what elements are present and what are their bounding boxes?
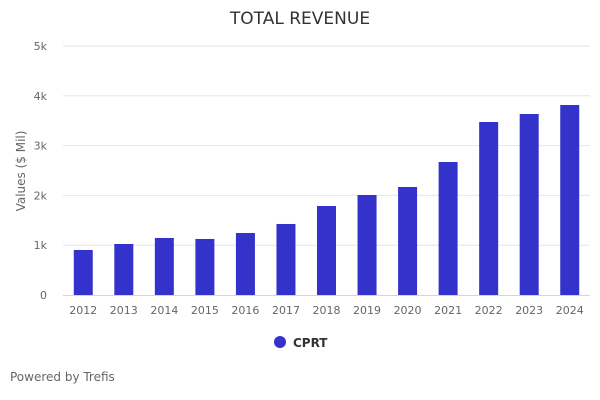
y-tick-label: 2k — [34, 189, 48, 202]
x-tick-label: 2018 — [313, 304, 341, 317]
x-tick-label: 2013 — [110, 304, 138, 317]
bar-2018[interactable] — [317, 206, 336, 295]
powered-by-credit[interactable]: Powered by Trefis — [10, 370, 115, 384]
x-tick-label: 2022 — [475, 304, 503, 317]
x-tick-label: 2020 — [394, 304, 422, 317]
grid-lines — [63, 45, 590, 246]
x-tick-label: 2023 — [515, 304, 543, 317]
chart-title: TOTAL REVENUE — [229, 9, 370, 29]
x-tick-label: 2024 — [556, 304, 584, 317]
bars — [73, 105, 580, 296]
x-tick-label: 2014 — [150, 304, 178, 317]
bar-2014[interactable] — [154, 237, 174, 295]
bar-2015[interactable] — [195, 238, 215, 295]
x-tick-label: 2012 — [69, 304, 97, 317]
bar-2013[interactable] — [114, 244, 134, 295]
legend-label[interactable]: CPRT — [293, 336, 328, 350]
x-tick-label: 2021 — [434, 304, 462, 317]
legend-marker-icon[interactable] — [274, 336, 286, 348]
bar-2019[interactable] — [357, 195, 377, 295]
bar-2016[interactable] — [235, 232, 255, 295]
x-tick-label: 2016 — [231, 304, 259, 317]
x-tick-label: 2015 — [191, 304, 219, 317]
x-tick-label: 2017 — [272, 304, 300, 317]
y-axis-label: Values ($ Mil) — [14, 131, 28, 212]
x-tick-label: 2019 — [353, 304, 381, 317]
legend[interactable]: CPRT — [274, 336, 328, 350]
bar-2022[interactable] — [479, 121, 499, 295]
bar-2017[interactable] — [276, 223, 296, 295]
y-tick-label: 0 — [40, 289, 47, 302]
bar-2024[interactable] — [560, 105, 580, 295]
y-axis-ticks: 0 1k 2k 3k 4k 5k — [34, 40, 48, 302]
y-tick-label: 5k — [34, 40, 48, 53]
x-axis-ticks: 2012 2013 2014 2015 2016 2017 2018 2019 2020 2021… — [69, 304, 583, 317]
y-tick-label: 4k — [34, 90, 48, 103]
bar-2020[interactable] — [398, 186, 418, 295]
y-tick-label: 3k — [34, 140, 48, 153]
bar-2012[interactable] — [73, 249, 93, 295]
bar-2023[interactable] — [519, 113, 539, 296]
bar-2021[interactable] — [438, 161, 458, 295]
y-tick-label: 1k — [34, 239, 48, 252]
